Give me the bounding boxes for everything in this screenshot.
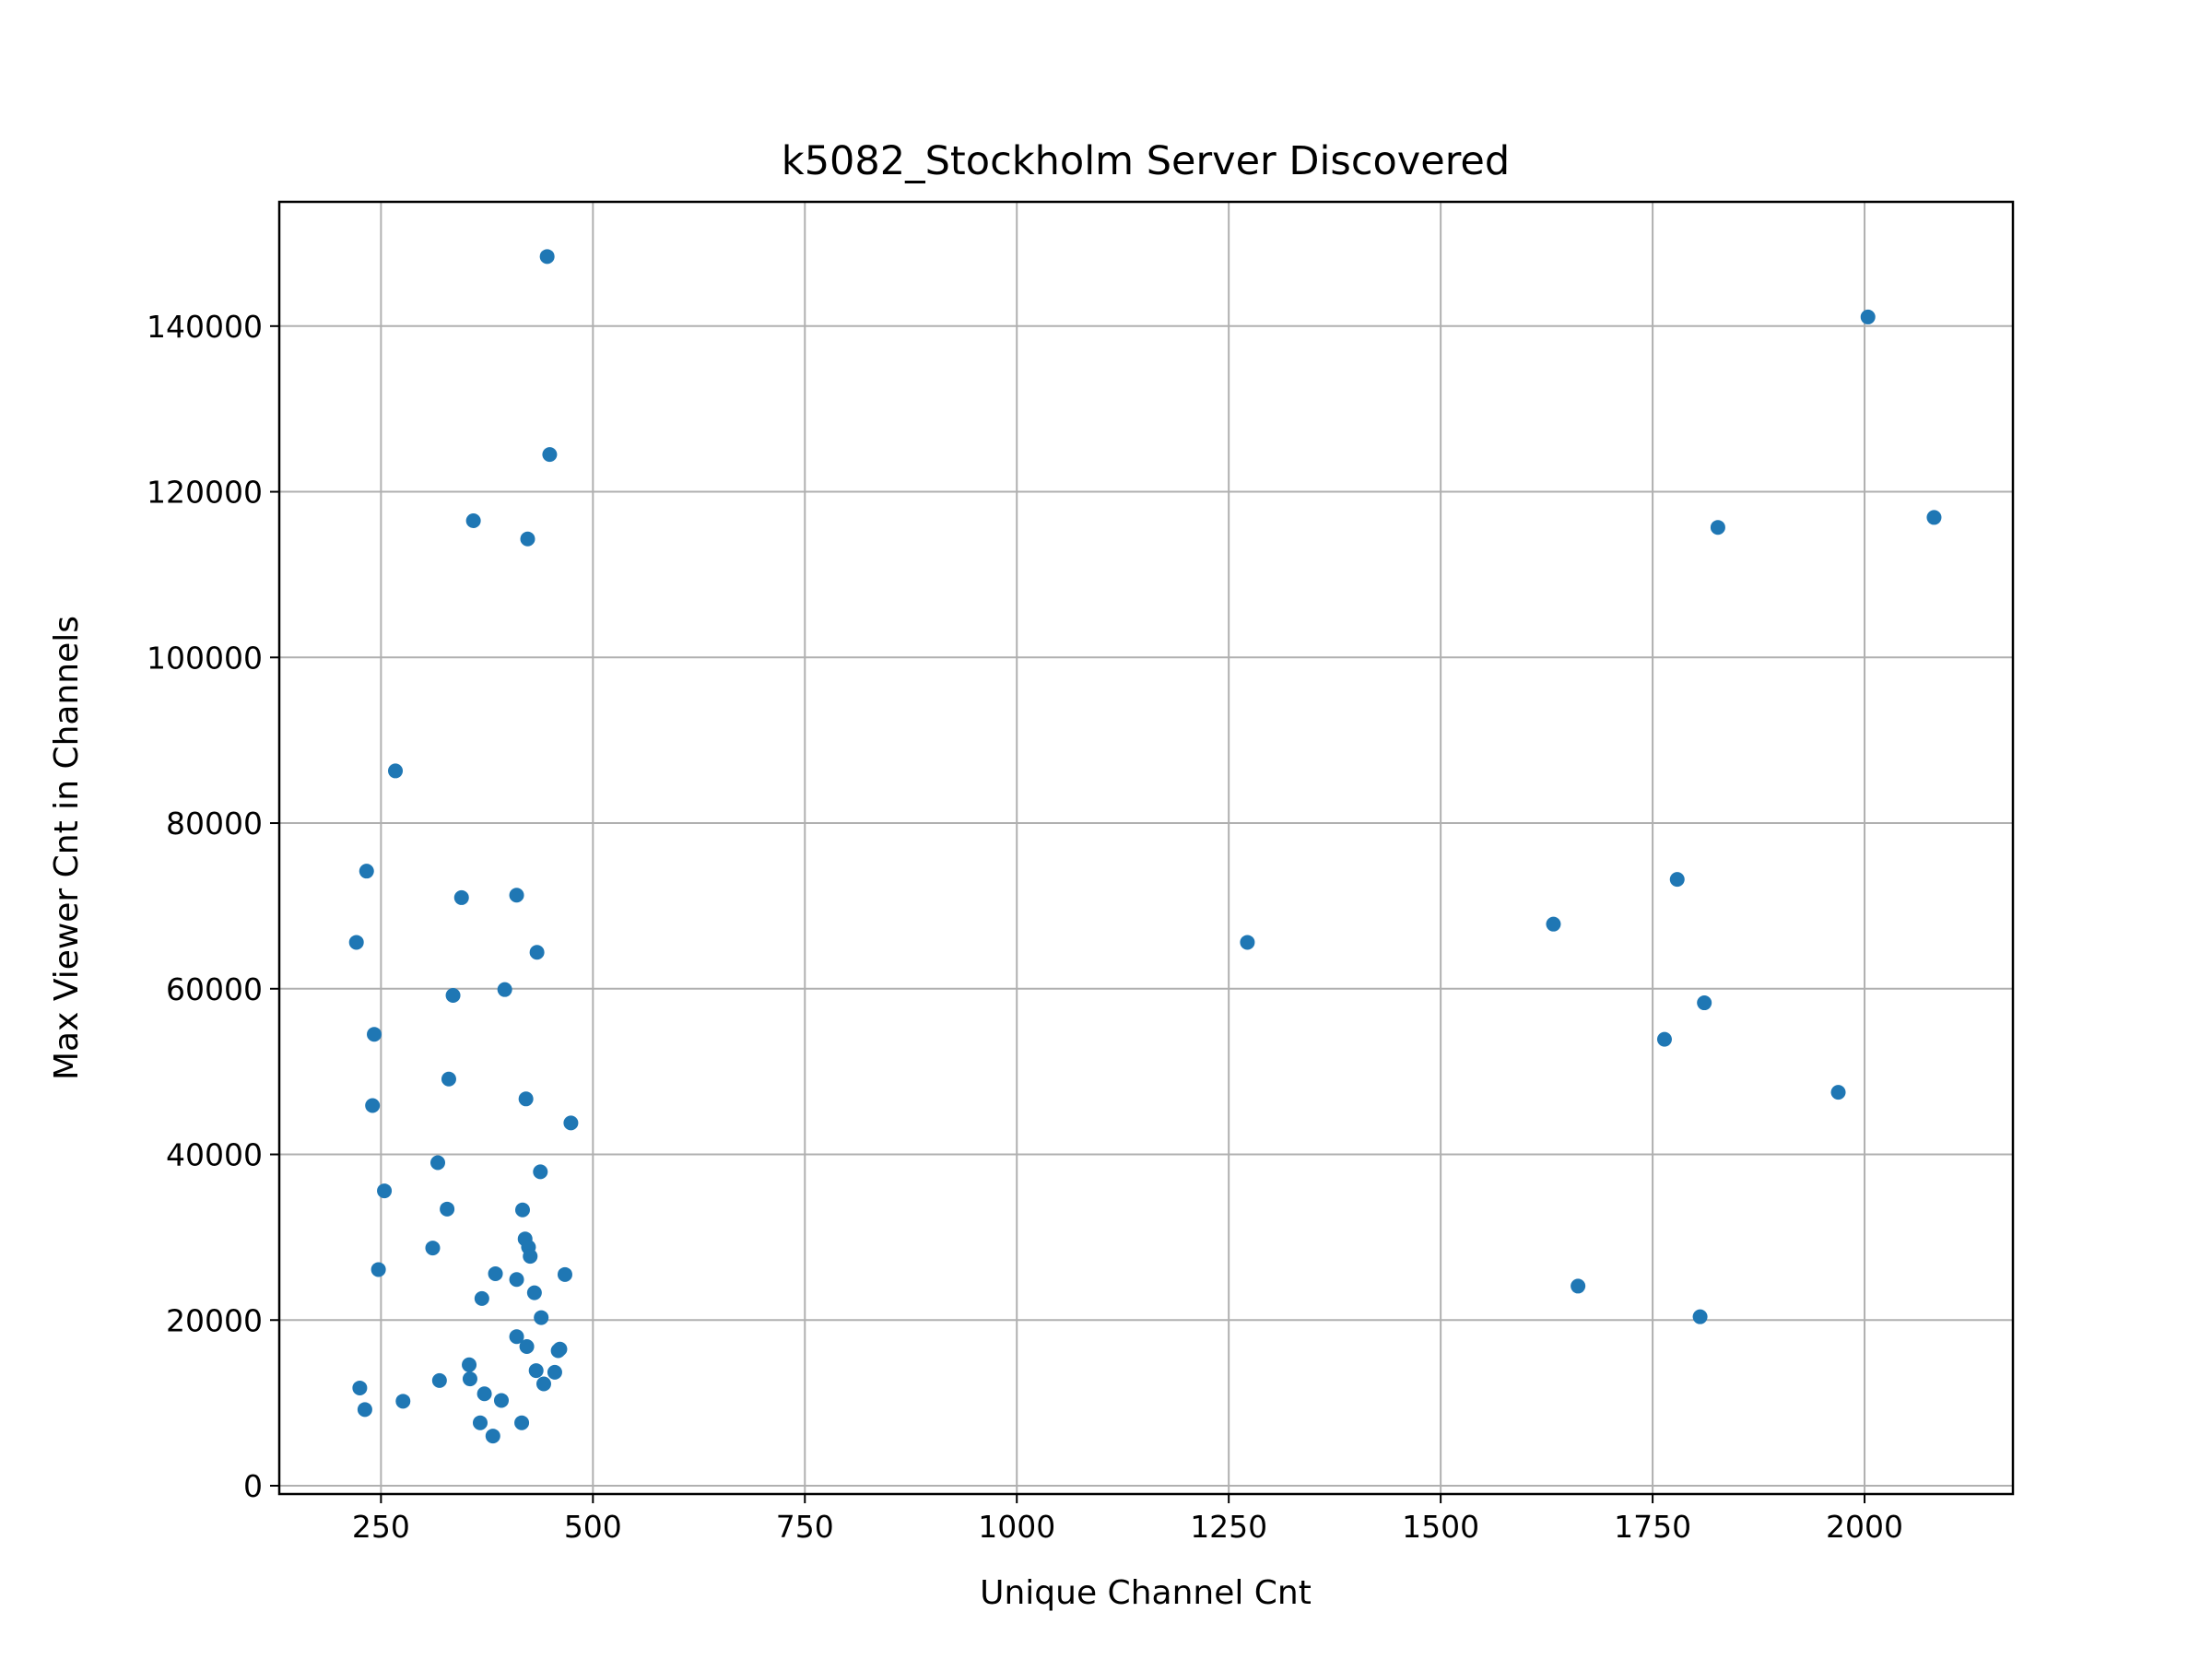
grid (279, 202, 2013, 1494)
x-tick-label: 1500 (1402, 1509, 1479, 1545)
y-tick-label: 80000 (166, 806, 263, 841)
data-point (519, 1339, 535, 1355)
data-point (462, 1371, 477, 1387)
data-point (529, 945, 545, 960)
x-axis-ticks: 250 500 750 1000 1250 1500 1750 2000 (352, 1494, 1903, 1545)
data-point (535, 1376, 551, 1392)
data-point (1697, 995, 1712, 1011)
data-point (514, 1415, 530, 1430)
x-tick-label: 500 (564, 1509, 622, 1545)
data-point (348, 935, 364, 950)
x-tick-label: 750 (776, 1509, 834, 1545)
y-tick-label: 20000 (166, 1302, 263, 1338)
y-tick-label: 100000 (147, 640, 263, 676)
data-point (477, 1386, 492, 1402)
data-point (528, 1363, 544, 1379)
data-point (431, 1372, 447, 1388)
data-point (1710, 520, 1725, 535)
data-point (534, 1310, 549, 1325)
data-point (518, 1091, 534, 1107)
data-point (1656, 1031, 1672, 1047)
data-point (547, 1364, 562, 1380)
x-tick-label: 250 (352, 1509, 410, 1545)
data-point (563, 1115, 579, 1131)
data-point (367, 1027, 382, 1042)
data-point (1546, 916, 1561, 932)
data-point (539, 249, 555, 265)
data-point (1830, 1085, 1846, 1100)
data-point (1860, 309, 1876, 324)
data-point (440, 1201, 455, 1217)
x-axis-label: Unique Channel Cnt (980, 1574, 1312, 1612)
data-point (377, 1183, 393, 1199)
data-point (523, 1249, 538, 1265)
data-point (509, 1329, 524, 1345)
data-point (493, 1393, 509, 1408)
x-tick-label: 1000 (978, 1509, 1055, 1545)
data-point (441, 1071, 456, 1087)
data-point (371, 1262, 386, 1277)
data-point (430, 1155, 446, 1171)
y-tick-label: 120000 (147, 475, 263, 511)
data-point (1571, 1278, 1586, 1294)
data-point (514, 1202, 530, 1218)
data-point (472, 1415, 488, 1430)
data-point (357, 1402, 372, 1418)
data-point (462, 1357, 477, 1372)
data-point (509, 888, 524, 903)
data-point (395, 1394, 411, 1409)
data-point (542, 447, 558, 463)
x-tick-label: 1250 (1190, 1509, 1267, 1545)
data-point (352, 1380, 368, 1395)
data-point (1669, 872, 1685, 888)
data-point (1240, 935, 1255, 950)
data-point (550, 1343, 566, 1359)
y-tick-label: 40000 (166, 1137, 263, 1173)
data-point (488, 1265, 503, 1281)
data-point (485, 1429, 500, 1444)
data-point (425, 1241, 441, 1256)
data-point (445, 987, 461, 1003)
chart-title: k5082_Stockholm Server Discovered (782, 138, 1510, 184)
data-point (509, 1272, 524, 1288)
data-point (453, 889, 469, 905)
data-point (359, 864, 374, 879)
y-tick-label: 0 (243, 1468, 263, 1504)
data-point (557, 1266, 572, 1282)
plot-frame (277, 200, 2015, 1496)
y-tick-label: 60000 (166, 971, 263, 1007)
data-point (1692, 1309, 1708, 1324)
data-point (365, 1098, 381, 1113)
data-point (533, 1164, 548, 1180)
y-axis-label: Max Viewer Cnt in Channels (48, 616, 86, 1080)
data-points (348, 249, 1942, 1444)
x-tick-label: 2000 (1826, 1509, 1903, 1545)
data-point (388, 763, 404, 779)
data-point (497, 982, 512, 997)
y-axis-ticks: 0 20000 40000 60000 80000 100000 120000 140000 (147, 309, 279, 1504)
y-tick-label: 140000 (147, 309, 263, 345)
data-point (1926, 510, 1942, 525)
data-point (526, 1285, 542, 1300)
x-tick-label: 1750 (1614, 1509, 1691, 1545)
data-point (465, 513, 481, 529)
data-point (474, 1290, 489, 1306)
data-point (520, 531, 535, 547)
